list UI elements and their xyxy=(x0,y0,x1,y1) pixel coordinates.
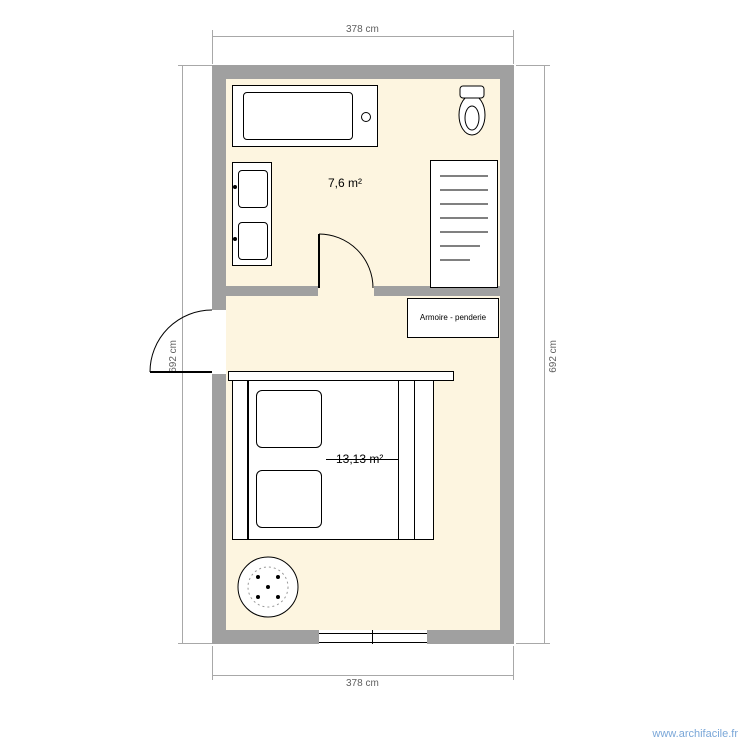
watermark-link[interactable]: www.archifacile.fr xyxy=(652,728,738,740)
window-bottom-mullion xyxy=(372,630,373,644)
floorplan-canvas: 378 cm 378 cm 692 cm 692 cm xyxy=(0,0,750,750)
window-bottom-frame xyxy=(319,633,427,643)
ext-door-icon xyxy=(150,310,212,372)
